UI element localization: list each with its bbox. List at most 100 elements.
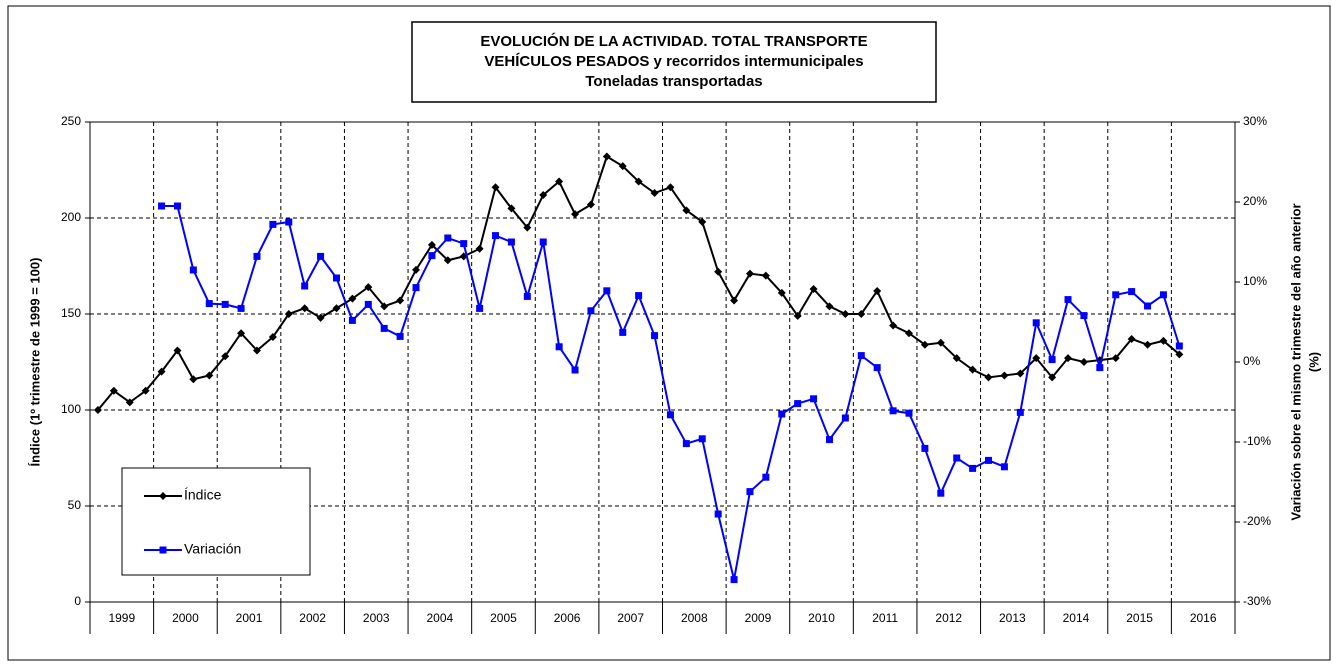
marker	[602, 152, 611, 161]
marker	[109, 386, 118, 395]
marker	[1048, 356, 1056, 364]
marker	[1032, 354, 1041, 363]
marker	[539, 238, 547, 246]
x-tick-label: 2009	[745, 611, 772, 625]
marker	[857, 310, 866, 318]
marker	[1144, 302, 1152, 310]
marker	[1048, 373, 1057, 382]
marker	[491, 183, 500, 192]
x-tick-label: 2008	[681, 611, 708, 625]
x-tick-label: 2000	[172, 611, 199, 625]
marker	[619, 328, 627, 336]
marker	[476, 304, 484, 312]
x-tick-label: 2011	[872, 611, 898, 625]
marker	[984, 373, 993, 382]
marker	[1079, 358, 1088, 366]
marker	[1159, 336, 1168, 345]
marker	[332, 304, 341, 313]
marker	[364, 300, 372, 308]
marker	[873, 364, 881, 372]
marker	[1128, 288, 1136, 296]
marker	[189, 375, 198, 384]
marker	[682, 440, 690, 448]
marker	[1159, 291, 1167, 299]
marker	[1111, 354, 1120, 363]
marker	[237, 329, 246, 338]
marker	[666, 183, 675, 192]
chart-border	[7, 5, 1331, 661]
marker	[571, 366, 579, 374]
y-tick-label: 50	[68, 498, 82, 512]
marker	[730, 296, 739, 305]
marker	[523, 223, 532, 232]
marker	[1080, 312, 1088, 320]
marker	[221, 352, 230, 361]
marker	[1000, 371, 1009, 380]
y-tick-label: 250	[61, 114, 81, 128]
marker	[475, 244, 484, 253]
marker	[380, 324, 388, 332]
x-tick-label: 2013	[999, 611, 1026, 625]
marker	[412, 265, 421, 274]
marker	[778, 410, 786, 418]
marker	[1032, 319, 1040, 327]
marker	[635, 292, 643, 300]
marker	[682, 206, 691, 215]
x-tick-label: 2007	[617, 611, 644, 625]
marker	[618, 162, 627, 171]
x-tick-label: 2002	[299, 611, 326, 625]
marker	[301, 282, 309, 290]
marker	[237, 304, 245, 312]
marker	[1064, 354, 1073, 363]
x-tick-label: 2016	[1190, 611, 1217, 625]
marker	[428, 252, 436, 260]
marker	[1016, 369, 1025, 378]
y-tick-label: 150	[61, 306, 81, 320]
marker	[523, 292, 531, 300]
marker	[904, 329, 913, 338]
marker	[268, 333, 277, 342]
marker	[905, 409, 913, 417]
y-tick-label: 0	[74, 594, 81, 608]
chart-title: VEHÍCULOS PESADOS y recorridos intermuni…	[484, 53, 863, 70]
plot-frame	[89, 121, 1236, 603]
marker	[412, 284, 420, 292]
marker	[348, 316, 356, 324]
marker	[920, 340, 929, 349]
marker	[221, 300, 229, 308]
x-tick-label: 2010	[808, 611, 835, 625]
legend-marker	[159, 492, 167, 500]
marker	[841, 310, 850, 318]
y2-tick-label: 0%	[1243, 354, 1261, 368]
x-tick-label: 2004	[427, 611, 454, 625]
marker	[427, 240, 436, 249]
legend-label: Variación	[184, 541, 241, 557]
series-line	[97, 155, 1180, 411]
y-tick-label: 100	[61, 402, 81, 416]
y2-axis-label: (%)	[1306, 352, 1321, 372]
x-tick-label: 2015	[1126, 611, 1153, 625]
marker	[650, 189, 659, 198]
x-tick-label: 2014	[1063, 611, 1090, 625]
marker	[809, 285, 818, 294]
marker	[396, 332, 404, 340]
marker	[252, 346, 261, 355]
marker	[1143, 340, 1152, 349]
marker	[173, 346, 182, 355]
chart-title: EVOLUCIÓN DE LA ACTIVIDAD. TOTAL TRANSPO…	[480, 32, 867, 50]
marker	[810, 395, 818, 403]
marker	[364, 283, 373, 292]
marker	[444, 234, 452, 242]
y2-tick-label: -10%	[1243, 434, 1271, 448]
marker	[857, 352, 865, 360]
marker	[1016, 408, 1024, 416]
x-tick-label: 1999	[108, 611, 135, 625]
marker	[173, 202, 181, 210]
marker	[93, 406, 102, 414]
marker	[746, 488, 754, 496]
marker	[745, 269, 754, 278]
y2-tick-label: 20%	[1243, 194, 1267, 208]
marker	[603, 287, 611, 295]
marker	[1096, 364, 1104, 372]
